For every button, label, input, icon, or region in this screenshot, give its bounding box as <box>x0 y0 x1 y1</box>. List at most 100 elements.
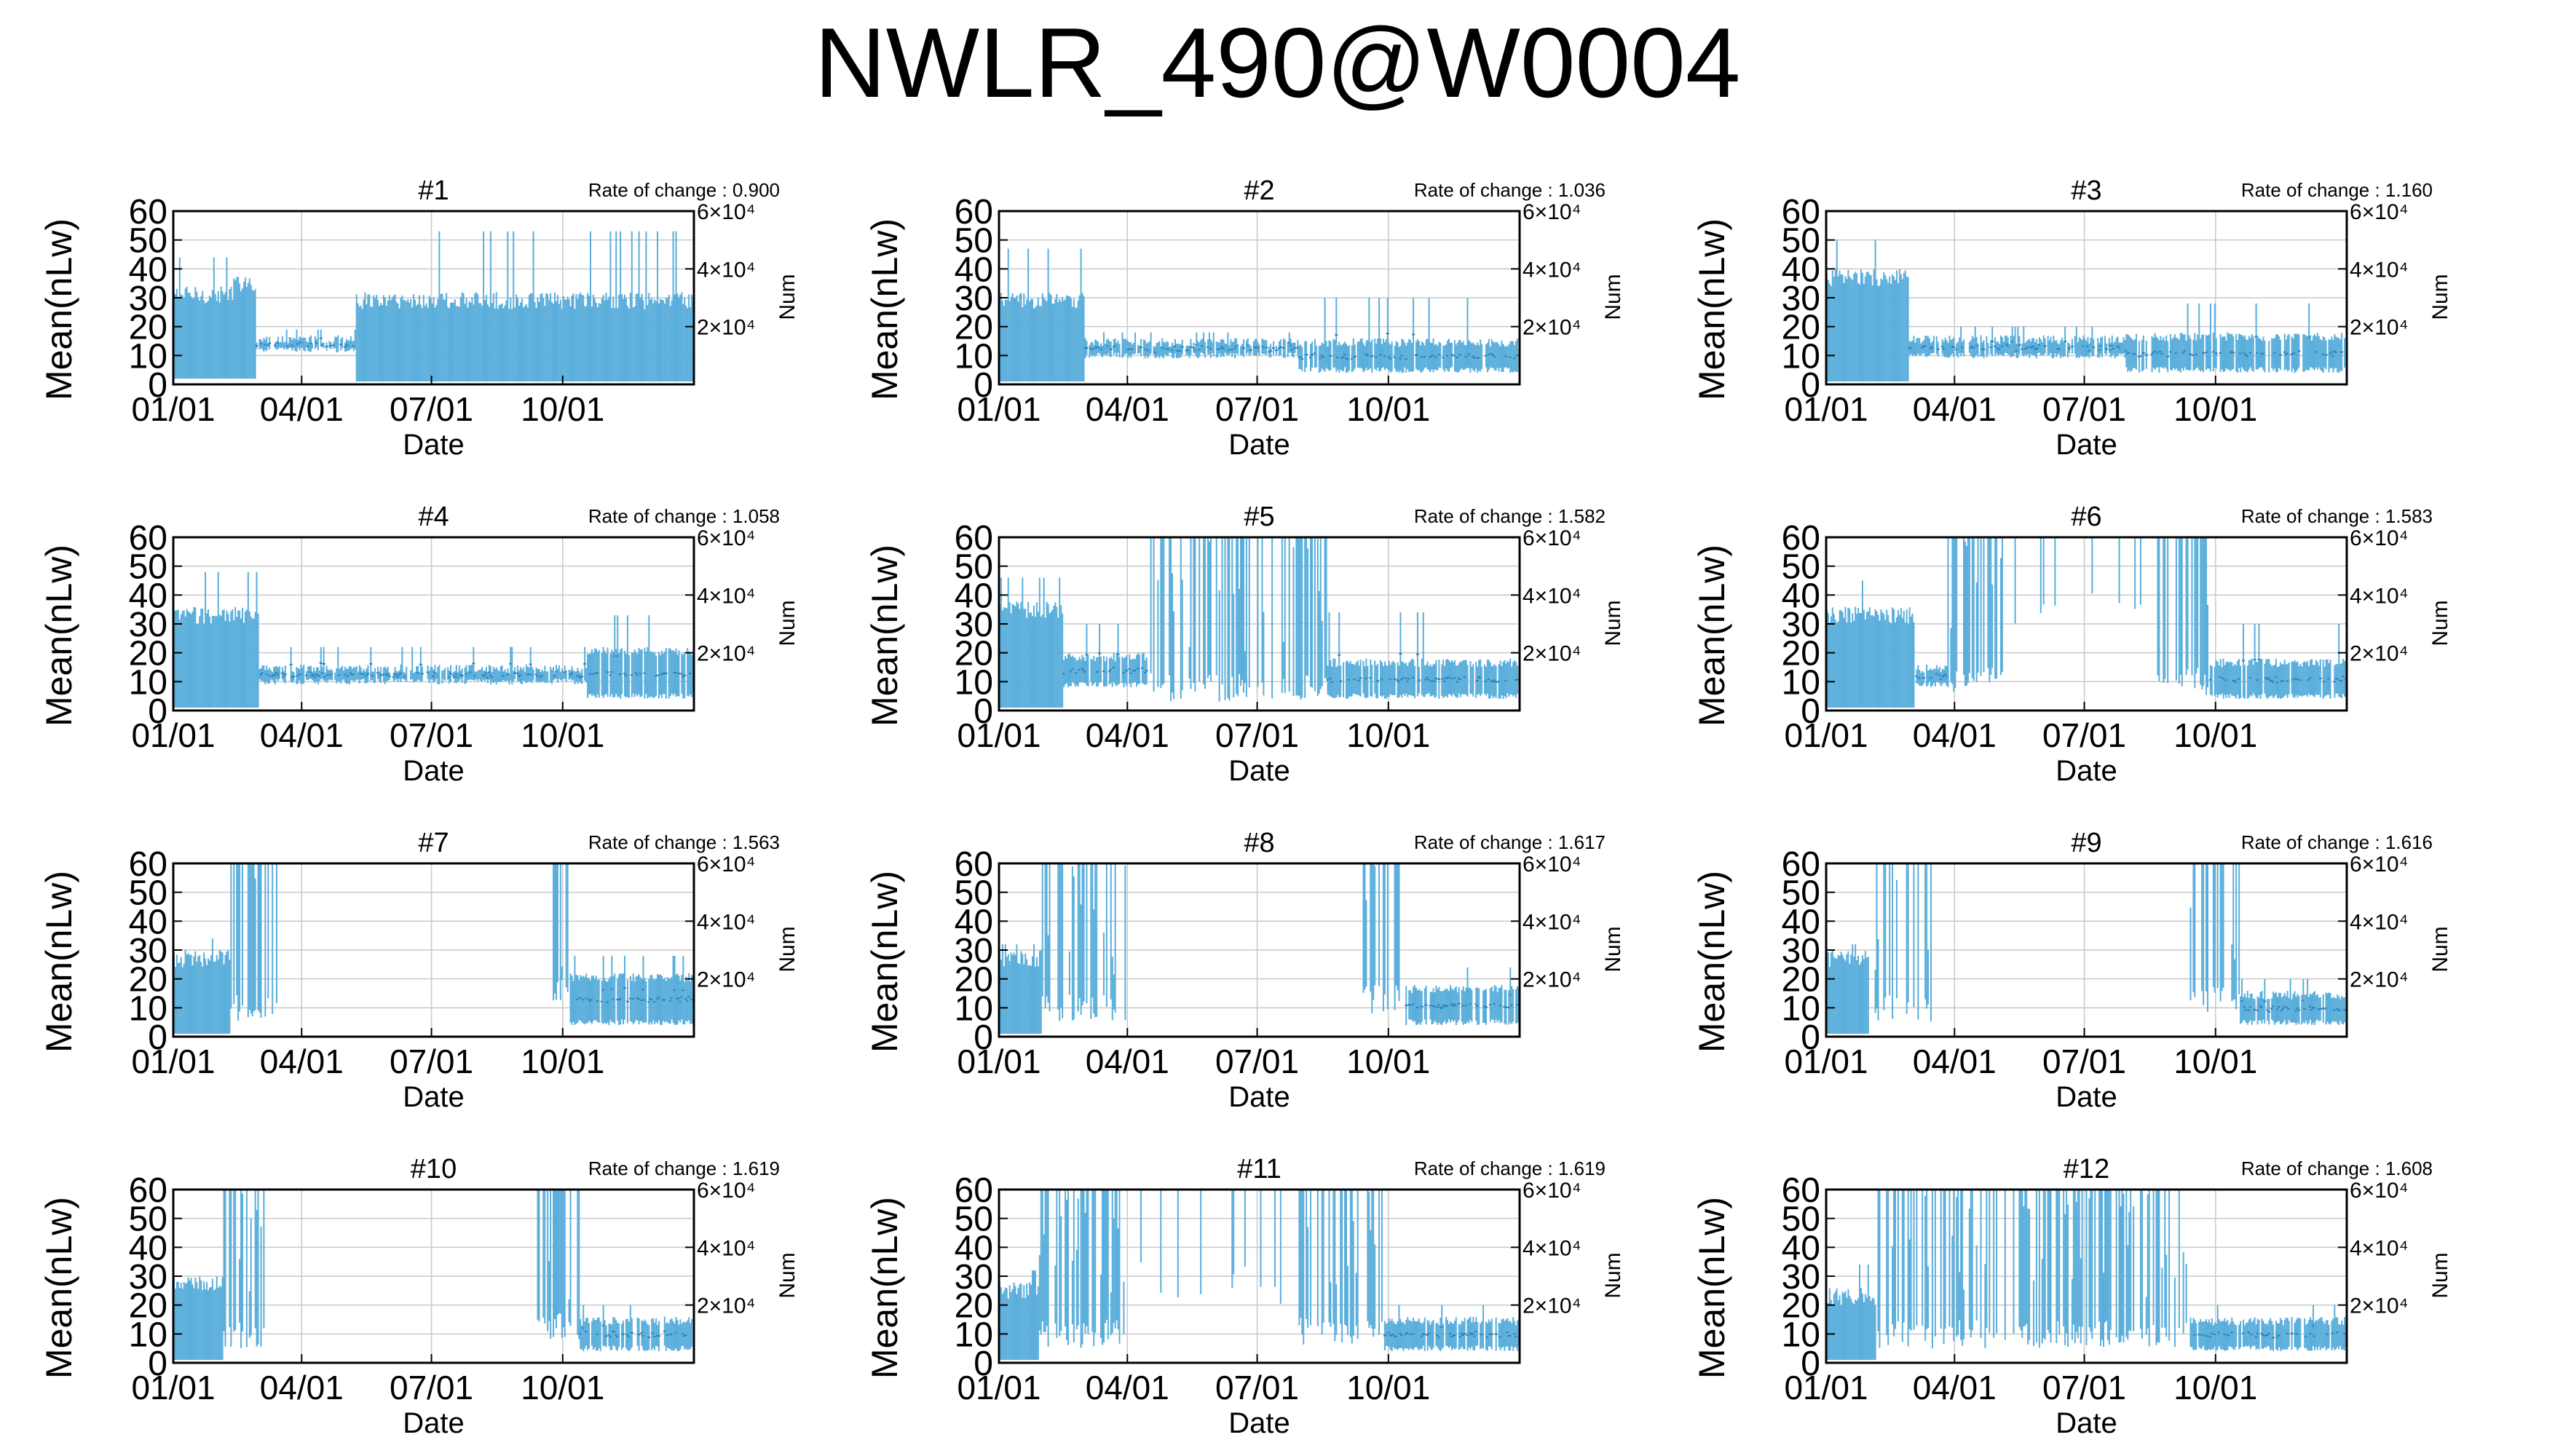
x-tick-label: 10/01 <box>1346 1042 1430 1080</box>
y2-axis-label: Num <box>1601 274 1625 320</box>
panel-title: #9 <box>2071 828 2101 858</box>
y-axis-label: Mean(nLw) <box>864 871 905 1053</box>
y-tick-label: 40 <box>129 250 167 289</box>
x-axis-label: Date <box>2056 1407 2117 1439</box>
panel-title: #5 <box>1244 502 1274 532</box>
y-tick-label: 20 <box>1782 961 1820 1000</box>
y-tick-label: 50 <box>1782 874 1820 913</box>
x-tick-label: 01/01 <box>957 716 1040 754</box>
series-marks <box>998 1190 1520 1361</box>
x-axis-label: Date <box>403 429 465 461</box>
y-axis-label: Mean(nLw) <box>1691 871 1732 1053</box>
y-tick-label: 10 <box>129 337 167 376</box>
x-tick-label: 10/01 <box>521 1369 604 1406</box>
series-marks <box>173 863 695 1034</box>
x-axis-label: Date <box>1228 755 1290 787</box>
y-tick-label: 40 <box>129 903 167 941</box>
y-tick-label: 50 <box>129 874 167 913</box>
x-tick-label: 10/01 <box>2173 1369 2257 1406</box>
y2-tick-label: 2×10⁴ <box>2350 642 2408 666</box>
panel-title: #4 <box>418 502 449 532</box>
y-axis-label: Mean(nLw) <box>1691 545 1732 727</box>
y-tick-label: 60 <box>955 845 993 884</box>
series-marks <box>998 863 1521 1034</box>
panel-title: #12 <box>2064 1154 2109 1184</box>
y2-tick-label: 2×10⁴ <box>697 1294 755 1318</box>
x-tick-label: 10/01 <box>1346 716 1430 754</box>
y2-tick-label: 4×10⁴ <box>2350 258 2408 282</box>
x-tick-label: 07/01 <box>2042 716 2126 754</box>
rate-of-change-label: Rate of change : 1.608 <box>2241 1158 2433 1179</box>
y-tick-label: 40 <box>955 1229 993 1267</box>
y2-tick-label: 2×10⁴ <box>2350 968 2408 992</box>
series-marks <box>173 231 695 382</box>
rate-of-change-label: Rate of change : 1.563 <box>588 831 780 853</box>
y2-tick-label: 2×10⁴ <box>1523 968 1581 992</box>
x-tick-label: 07/01 <box>1215 716 1299 754</box>
y-tick-label: 20 <box>129 309 167 347</box>
x-tick-label: 04/01 <box>260 390 344 428</box>
y-tick-label: 50 <box>955 222 993 261</box>
x-tick-label: 01/01 <box>1784 716 1868 754</box>
x-tick-label: 01/01 <box>1784 390 1868 428</box>
panel-title: #10 <box>411 1154 457 1184</box>
panel-title: #1 <box>418 175 449 206</box>
y-tick-label: 50 <box>955 874 993 913</box>
y2-tick-label: 4×10⁴ <box>1523 258 1581 282</box>
y-tick-label: 50 <box>129 548 167 587</box>
y-tick-label: 60 <box>955 519 993 558</box>
y-tick-label: 0 <box>974 692 993 731</box>
x-axis-label: Date <box>403 1407 465 1439</box>
y-tick-label: 20 <box>129 635 167 673</box>
x-tick-label: 07/01 <box>390 1042 473 1080</box>
y-tick-label: 30 <box>129 932 167 970</box>
panel-title: #6 <box>2071 502 2101 532</box>
panel-title: #8 <box>1244 828 1274 858</box>
rate-of-change-label: Rate of change : 1.617 <box>1414 831 1606 853</box>
y2-tick-label: 6×10⁴ <box>697 1179 755 1203</box>
x-tick-label: 04/01 <box>1086 1042 1169 1080</box>
y-tick-label: 50 <box>129 222 167 261</box>
y-tick-label: 40 <box>129 1229 167 1267</box>
x-tick-label: 04/01 <box>260 716 344 754</box>
y-tick-label: 0 <box>1801 366 1820 405</box>
series-marks <box>173 1190 693 1361</box>
y-axis-label: Mean(nLw) <box>864 545 905 727</box>
y-tick-label: 30 <box>955 606 993 644</box>
y2-tick-label: 4×10⁴ <box>2350 584 2408 608</box>
y2-tick-label: 6×10⁴ <box>697 526 755 550</box>
y-tick-label: 30 <box>1782 606 1820 644</box>
rate-of-change-label: Rate of change : 1.058 <box>588 505 780 527</box>
y-tick-label: 60 <box>129 1171 167 1210</box>
x-tick-label: 01/01 <box>957 1042 1040 1080</box>
series-marks <box>1825 240 2346 382</box>
x-tick-label: 04/01 <box>260 1369 344 1406</box>
rate-of-change-label: Rate of change : 1.582 <box>1414 505 1606 527</box>
y-tick-label: 10 <box>1782 989 1820 1028</box>
panel-title: #3 <box>2071 175 2101 206</box>
y-tick-label: 10 <box>955 337 993 376</box>
y-tick-label: 20 <box>129 1287 167 1326</box>
y2-tick-label: 6×10⁴ <box>2350 526 2408 550</box>
x-tick-label: 07/01 <box>2042 1042 2126 1080</box>
y-tick-label: 50 <box>129 1200 167 1239</box>
y2-tick-label: 4×10⁴ <box>1523 584 1581 608</box>
y-tick-label: 30 <box>955 932 993 970</box>
x-axis-label: Date <box>2056 1081 2117 1113</box>
x-tick-label: 04/01 <box>1086 1369 1169 1406</box>
y-tick-label: 10 <box>1782 663 1820 702</box>
x-axis-label: Date <box>1228 1407 1290 1439</box>
y2-tick-label: 2×10⁴ <box>2350 1294 2408 1318</box>
y-tick-label: 40 <box>955 903 993 941</box>
series-marks <box>1825 1190 2347 1361</box>
y2-axis-label: Num <box>775 600 799 646</box>
x-tick-label: 10/01 <box>1346 390 1430 428</box>
y-tick-label: 30 <box>955 280 993 318</box>
y2-tick-label: 6×10⁴ <box>1523 1179 1581 1203</box>
y2-axis-label: Num <box>1601 600 1625 646</box>
